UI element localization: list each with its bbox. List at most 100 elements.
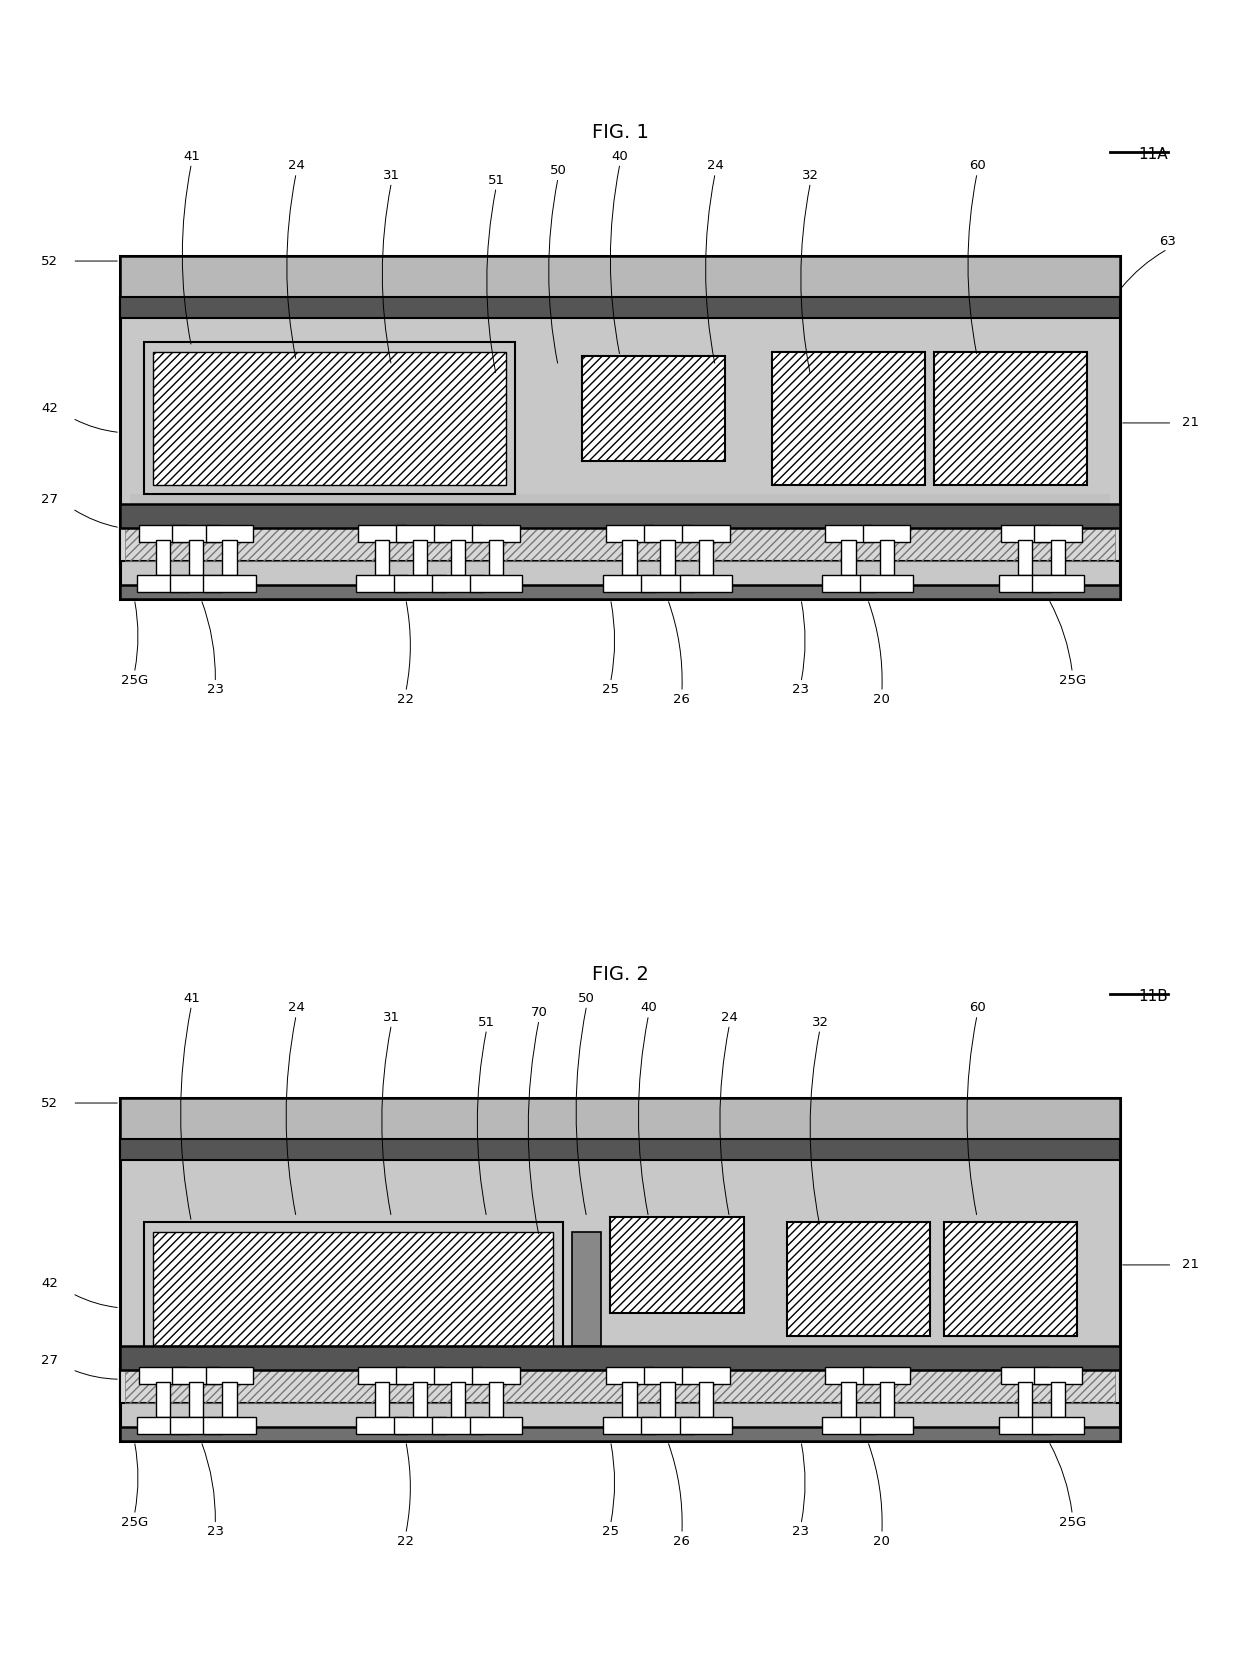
Bar xyxy=(120,585,1120,600)
Bar xyxy=(661,1382,675,1417)
Text: FIG. 1: FIG. 1 xyxy=(591,123,649,143)
Bar xyxy=(413,540,427,575)
Text: 11B: 11B xyxy=(1138,989,1168,1004)
Bar xyxy=(397,1367,444,1384)
Bar xyxy=(698,540,713,575)
Bar xyxy=(206,525,253,542)
Bar xyxy=(1001,1367,1049,1384)
Bar xyxy=(432,1417,485,1433)
Bar xyxy=(489,540,503,575)
Text: 52: 52 xyxy=(41,255,58,267)
Bar xyxy=(1034,1367,1081,1384)
Text: 25G: 25G xyxy=(1059,1516,1086,1528)
Text: 50: 50 xyxy=(549,164,567,177)
Bar xyxy=(374,1382,389,1417)
Bar xyxy=(998,575,1052,592)
Text: 24: 24 xyxy=(707,159,724,172)
Bar xyxy=(356,575,408,592)
Bar xyxy=(120,1099,1120,1442)
Bar xyxy=(144,341,516,494)
Bar xyxy=(170,1417,222,1433)
Bar xyxy=(489,1382,503,1417)
Bar xyxy=(682,525,729,542)
Text: 51: 51 xyxy=(487,174,505,187)
Bar xyxy=(470,1417,522,1433)
Text: 40: 40 xyxy=(640,1001,657,1014)
Bar xyxy=(188,1382,203,1417)
Bar xyxy=(394,575,446,592)
Bar xyxy=(203,575,255,592)
Bar xyxy=(680,575,732,592)
Bar xyxy=(139,1367,187,1384)
Text: 26: 26 xyxy=(673,1534,691,1548)
Bar xyxy=(825,1367,873,1384)
Text: 25: 25 xyxy=(601,1524,619,1538)
Bar xyxy=(604,1417,656,1433)
Bar xyxy=(822,1417,874,1433)
Bar xyxy=(573,1231,601,1345)
Bar xyxy=(120,1345,1120,1370)
Bar xyxy=(222,540,237,575)
Bar xyxy=(1032,1417,1084,1433)
Bar xyxy=(998,1417,1052,1433)
Bar xyxy=(358,525,405,542)
Bar xyxy=(944,1223,1078,1336)
Text: 23: 23 xyxy=(792,1524,810,1538)
Bar xyxy=(120,527,1120,562)
Text: 41: 41 xyxy=(184,993,200,1004)
Bar xyxy=(773,351,925,486)
Bar xyxy=(863,525,910,542)
Text: 60: 60 xyxy=(968,159,986,172)
Bar xyxy=(605,1367,653,1384)
Text: 63: 63 xyxy=(1159,235,1176,249)
Text: 42: 42 xyxy=(41,1278,58,1291)
Bar xyxy=(879,1382,894,1417)
Bar xyxy=(825,525,873,542)
Bar xyxy=(125,1370,1115,1403)
Text: 24: 24 xyxy=(288,159,305,172)
Text: 23: 23 xyxy=(207,683,223,696)
Bar xyxy=(622,540,636,575)
Bar xyxy=(120,1099,1120,1142)
Bar xyxy=(120,504,1120,527)
Bar xyxy=(644,1367,692,1384)
Bar xyxy=(120,297,1120,318)
Bar xyxy=(1018,540,1032,575)
Bar xyxy=(842,540,856,575)
Bar xyxy=(394,1417,446,1433)
Bar xyxy=(682,1367,729,1384)
Text: 26: 26 xyxy=(673,693,691,706)
Text: 20: 20 xyxy=(873,693,890,706)
Bar xyxy=(1052,1382,1065,1417)
Bar xyxy=(120,1370,1120,1403)
Text: 24: 24 xyxy=(722,1011,738,1024)
Text: 32: 32 xyxy=(802,169,818,182)
Text: 23: 23 xyxy=(207,1524,223,1538)
Text: 20: 20 xyxy=(873,1534,890,1548)
Bar xyxy=(879,540,894,575)
Bar xyxy=(432,575,485,592)
Text: 42: 42 xyxy=(41,403,58,416)
Bar xyxy=(413,1382,427,1417)
Bar xyxy=(356,1417,408,1433)
Bar xyxy=(604,575,656,592)
Bar xyxy=(641,575,694,592)
Bar xyxy=(470,575,522,592)
Bar xyxy=(1032,575,1084,592)
Text: 24: 24 xyxy=(288,1001,305,1014)
Text: 51: 51 xyxy=(479,1016,495,1029)
Bar xyxy=(222,1382,237,1417)
Bar xyxy=(434,1367,482,1384)
Bar xyxy=(842,1382,856,1417)
Bar xyxy=(374,540,389,575)
Bar xyxy=(582,356,724,461)
Bar xyxy=(120,1427,1120,1442)
Text: 27: 27 xyxy=(41,492,58,505)
Text: 40: 40 xyxy=(611,149,629,162)
Bar xyxy=(206,1367,253,1384)
Bar xyxy=(822,575,874,592)
Text: 22: 22 xyxy=(397,1534,414,1548)
Bar xyxy=(172,1367,219,1384)
Bar xyxy=(1052,540,1065,575)
Text: 50: 50 xyxy=(578,993,595,1004)
